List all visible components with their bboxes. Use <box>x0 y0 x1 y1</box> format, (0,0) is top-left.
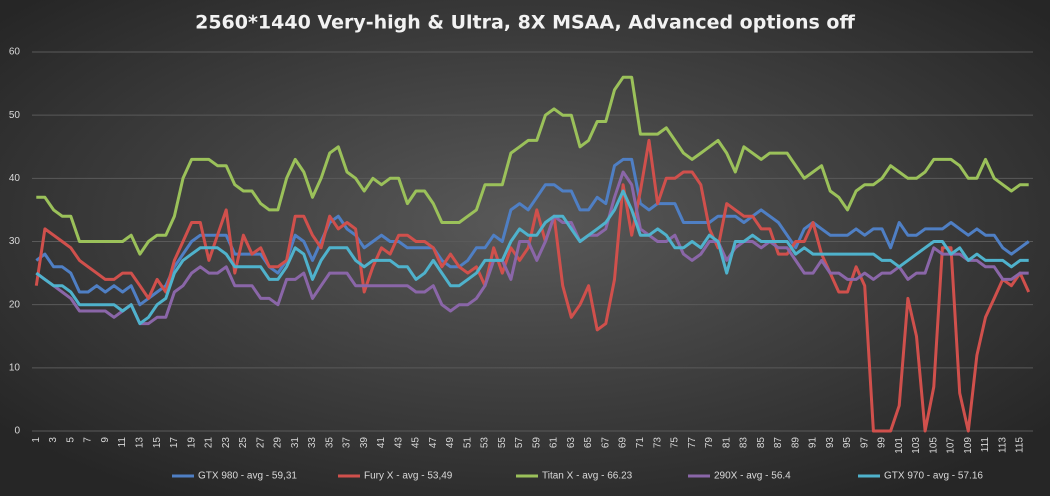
x-tick-label: 27 <box>255 437 266 449</box>
legend-label: Fury X - avg - 53,49 <box>364 471 453 482</box>
legend-label: GTX 980 - avg - 59,31 <box>198 471 297 482</box>
x-tick-label: 1 <box>31 437 42 443</box>
x-tick-label: 81 <box>721 437 732 449</box>
x-tick-label: 51 <box>462 437 473 449</box>
x-tick-label: 53 <box>480 437 491 449</box>
x-tick-label: 79 <box>704 437 715 449</box>
x-tick-label: 61 <box>549 437 560 449</box>
x-tick-label: 23 <box>221 437 232 449</box>
x-tick-label: 73 <box>652 437 663 449</box>
x-tick-label: 25 <box>238 437 249 449</box>
x-tick-label: 99 <box>877 437 888 449</box>
x-tick-label: 21 <box>204 437 215 449</box>
x-tick-label: 31 <box>290 437 301 449</box>
x-tick-label: 55 <box>497 437 508 449</box>
x-tick-label: 95 <box>842 437 853 449</box>
x-tick-label: 7 <box>83 437 94 443</box>
x-tick-label: 103 <box>911 437 922 454</box>
x-tick-label: 83 <box>739 437 750 449</box>
legend-label: Titan X - avg - 66.23 <box>542 471 633 482</box>
x-tick-label: 41 <box>376 437 387 449</box>
x-tick-label: 71 <box>635 437 646 449</box>
x-tick-label: 89 <box>790 437 801 449</box>
x-tick-label: 69 <box>618 437 629 449</box>
y-tick-label: 10 <box>9 362 21 373</box>
y-tick-label: 60 <box>9 47 21 58</box>
y-tick-label: 30 <box>9 236 21 247</box>
x-tick-label: 107 <box>946 437 957 454</box>
x-tick-label: 39 <box>359 437 370 449</box>
x-tick-label: 109 <box>963 437 974 454</box>
y-tick-label: 20 <box>9 299 21 310</box>
x-tick-label: 15 <box>152 437 163 449</box>
y-tick-label: 50 <box>9 110 21 121</box>
legend-label: 290X - avg - 56.4 <box>714 471 791 482</box>
line-series <box>35 170 1029 326</box>
x-tick-label: 91 <box>808 437 819 449</box>
x-tick-label: 87 <box>773 437 784 449</box>
x-tick-label: 57 <box>514 437 525 449</box>
x-tick-label: 67 <box>600 437 611 449</box>
x-tick-label: 101 <box>894 437 905 454</box>
y-tick-label: 0 <box>14 426 20 437</box>
y-tick-label: 40 <box>9 173 21 184</box>
x-tick-label: 35 <box>324 437 335 449</box>
x-tick-label: 97 <box>859 437 870 449</box>
x-tick-label: 3 <box>48 437 59 443</box>
x-tick-label: 43 <box>393 437 404 449</box>
x-tick-label: 33 <box>307 437 318 449</box>
x-tick-label: 45 <box>411 437 422 449</box>
line-series <box>36 75 1029 256</box>
x-tick-label: 17 <box>169 437 180 449</box>
x-tick-label: 47 <box>428 437 439 449</box>
x-tick-label: 75 <box>670 437 681 449</box>
x-tick-label: 77 <box>687 437 698 449</box>
x-tick-label: 113 <box>997 437 1008 453</box>
line-series <box>34 138 1031 433</box>
x-tick-label: 13 <box>135 437 146 449</box>
x-tick-label: 111 <box>980 437 991 453</box>
x-tick-label: 37 <box>342 437 353 449</box>
x-tick-label: 11 <box>117 437 128 448</box>
legend-label: GTX 970 - avg - 57.16 <box>884 471 983 482</box>
x-tick-label: 115 <box>1015 437 1026 453</box>
x-tick-label: 65 <box>583 437 594 449</box>
chart-title: 2560*1440 Very-high & Ultra, 8X MSAA, Ad… <box>195 12 855 34</box>
x-tick-label: 105 <box>928 437 939 454</box>
x-tick-label: 5 <box>65 437 76 443</box>
x-tick-label: 85 <box>756 437 767 449</box>
x-tick-label: 59 <box>531 437 542 449</box>
x-tick-label: 29 <box>273 437 284 449</box>
x-tick-label: 49 <box>445 437 456 449</box>
x-tick-label: 93 <box>825 437 836 449</box>
line-series <box>35 189 1029 326</box>
x-tick-label: 19 <box>186 437 197 449</box>
x-tick-label: 9 <box>100 437 111 443</box>
x-tick-label: 63 <box>566 437 577 449</box>
